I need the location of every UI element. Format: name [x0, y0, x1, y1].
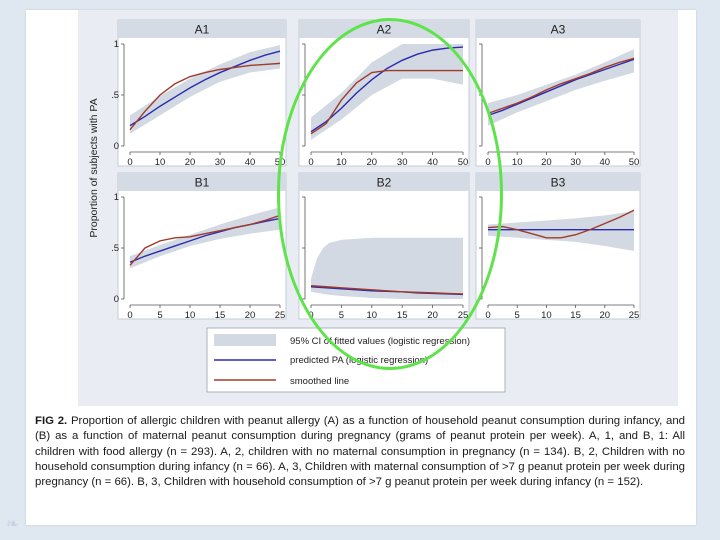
x-tick-label: 0 — [485, 310, 490, 321]
smoothed-line — [487, 209, 635, 239]
caption-text: Proportion of allergic children with pea… — [35, 415, 685, 489]
x-tick-label: 10 — [185, 310, 196, 321]
panel-header — [476, 173, 640, 191]
x-tick-label: 30 — [570, 157, 581, 168]
panel-header — [118, 173, 286, 191]
panel-frame — [117, 172, 287, 320]
y-tick-label: 0 — [114, 141, 119, 152]
y-axis-label: Proportion of subjects with PA — [88, 98, 100, 237]
figure-caption: FIG 2. Proportion of allergic children w… — [35, 414, 685, 490]
x-tick-label: 0 — [127, 310, 132, 321]
smoothed-line — [487, 57, 635, 115]
caption-fig-label: FIG 2. — [35, 415, 68, 427]
y-tick-label: 1 — [114, 192, 119, 203]
x-tick-label: 5 — [515, 310, 520, 321]
x-tick-label: 40 — [600, 157, 611, 168]
y-tick-label: 1 — [114, 39, 119, 50]
x-tick-label: 10 — [155, 157, 166, 168]
x-tick-label: 50 — [629, 157, 640, 168]
panel-frame — [117, 19, 287, 167]
panel-b3: B3 0 5 10 15 20 25 — [475, 172, 641, 321]
panel-header — [118, 20, 286, 38]
x-tick-label: 20 — [245, 310, 256, 321]
x-tick-label: 40 — [245, 157, 256, 168]
ci-band — [488, 49, 634, 126]
x-tick-label: 30 — [215, 157, 226, 168]
smoothed-line — [129, 214, 281, 266]
smoothed-line — [129, 62, 281, 131]
x-tick-label: 25 — [275, 310, 286, 321]
y-tick-label: .5 — [111, 90, 119, 101]
ci-band — [488, 211, 634, 252]
x-tick-label: 10 — [541, 310, 552, 321]
y-tick-label: .5 — [111, 243, 119, 254]
slide-bullet-icon: ❧ — [6, 516, 20, 533]
predicted-line — [487, 58, 635, 117]
x-tick-label: 10 — [512, 157, 523, 168]
x-tick-label: 25 — [629, 310, 640, 321]
ci-band — [130, 207, 280, 269]
x-tick-label: 5 — [157, 310, 162, 321]
panel-title: A1 — [195, 23, 210, 37]
panel-title: A3 — [551, 23, 566, 37]
y-tick-label: 0 — [114, 294, 119, 305]
panel-title: B3 — [551, 176, 566, 190]
x-tick-label: 20 — [600, 310, 611, 321]
x-tick-label: 20 — [185, 157, 196, 168]
x-tick-label: 20 — [541, 157, 552, 168]
x-tick-label: 15 — [570, 310, 581, 321]
panel-a3: A30 10 20 30 40 50 — [475, 19, 641, 168]
x-tick-label: 15 — [215, 310, 226, 321]
highlight-ellipse — [277, 18, 503, 370]
legend-smoothed-label: smoothed line — [290, 376, 349, 387]
x-tick-label: 0 — [127, 157, 132, 168]
predicted-line — [129, 50, 281, 127]
panel-title: B1 — [195, 176, 210, 190]
panel-b1: B1 0 5 10 15 20 25 0 .5 1 — [111, 172, 287, 321]
ci-band — [130, 45, 280, 134]
panel-header — [476, 20, 640, 38]
panel-a1: A10 10 20 30 40 500.51 — [111, 19, 287, 168]
legend-ci-swatch — [214, 334, 276, 346]
